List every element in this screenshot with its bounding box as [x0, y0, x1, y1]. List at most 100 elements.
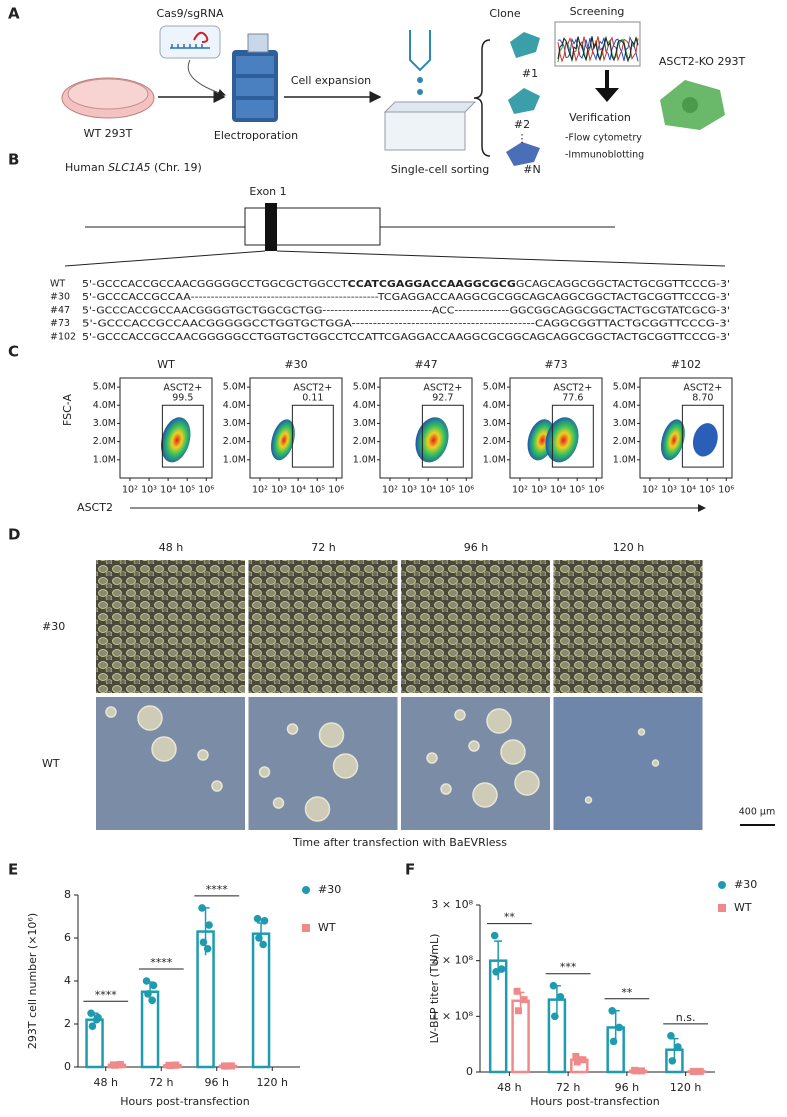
replicate [608, 1006, 616, 1015]
y-tick-label: 1.0M [613, 454, 636, 465]
gate [161, 404, 204, 468]
text: SLC1A5 [108, 161, 150, 174]
replicate [573, 1058, 581, 1066]
cell [286, 723, 299, 735]
y-tick-label: 4.0M [353, 400, 376, 411]
time-label: 120 h [613, 541, 644, 554]
replicate [166, 1061, 174, 1069]
replicate [259, 940, 267, 949]
replicate [668, 1057, 677, 1065]
replicate [497, 965, 506, 973]
axis-label: LV-BFP titer (TU/mL) [428, 934, 441, 1044]
x-tick-label: 10⁵ [569, 485, 585, 496]
label: -Flow cytometry [565, 133, 642, 144]
y-tick-label: 4.0M [93, 400, 116, 411]
replicate [92, 1015, 101, 1024]
plot-frame [639, 377, 733, 479]
gate [681, 404, 724, 468]
x-tick-label: 10⁶ [198, 485, 214, 496]
axis-label: ASCT2 [77, 501, 113, 514]
time-label: 48 h [159, 541, 183, 554]
y-tick-label: 1.0M [353, 454, 376, 465]
replicate [253, 914, 262, 923]
significance: **** [95, 988, 118, 1001]
x-tick-label: 10⁶ [328, 485, 344, 496]
chromatogram [557, 35, 639, 63]
replicate [556, 993, 565, 1001]
sample-title: #30 [284, 358, 307, 371]
replicate [87, 1009, 95, 1018]
replicate [222, 1062, 230, 1070]
panel-label: D [8, 526, 20, 544]
y-tick-label: 3.0M [353, 418, 376, 429]
sequence: 5'-GCCCACCGCCAA-------------------------… [82, 292, 730, 303]
replicate [549, 981, 558, 990]
y-tick-label: 5.0M [353, 382, 376, 393]
seq-part: 5'-GCCCACCGCCAACGGGGGCCTGGTGCTGGA-------… [82, 318, 730, 329]
x-tick-label: 10⁶ [588, 485, 604, 496]
y-tick-label: 2.0M [223, 436, 246, 447]
y-tick-label: 3.0M [613, 418, 636, 429]
axis-label: FSC-A [61, 394, 74, 427]
legend-marker [302, 886, 310, 894]
workflow-art [61, 21, 775, 826]
replicate [111, 1061, 119, 1069]
y-tick-label: 4 [64, 974, 71, 987]
x-tick-label: 10⁴ [680, 485, 696, 496]
gate-label: ASCT2+ [553, 383, 592, 394]
x-tick-label: 10² [122, 485, 138, 496]
y-tick-label: 3.0M [223, 418, 246, 429]
replicate [144, 990, 152, 998]
cell-density [661, 419, 685, 461]
gate-label: ASCT2+ [683, 383, 722, 394]
y-tick-label: 2.0M [613, 436, 636, 447]
replicate [115, 1061, 123, 1069]
row-label: WT [42, 757, 60, 770]
replicate [520, 996, 528, 1004]
replicate [696, 1067, 704, 1075]
replicate [514, 1007, 522, 1015]
x-tick-label: 48 h [497, 1081, 521, 1094]
gate-label: ASCT2+ [423, 383, 462, 394]
legend-label: #30 [318, 883, 341, 896]
y-tick-label: 1.0M [483, 454, 506, 465]
y-tick-label: 0 [466, 1065, 473, 1078]
x-tick-label: 10² [512, 485, 528, 496]
caption: Time after transfection with BaEVRless [292, 836, 507, 849]
plot-frame [119, 377, 213, 479]
replicate [579, 1056, 587, 1064]
cell-density [692, 423, 718, 457]
label: Exon 1 [249, 185, 286, 198]
time-label: 96 h [464, 541, 488, 554]
cell [151, 736, 177, 762]
sequence: 5'-GCCCACCGCCAACGGGGGCCTGGTGCTGGA-------… [82, 318, 730, 329]
axis-label: Hours post-transfection [530, 1095, 660, 1108]
trace [557, 36, 639, 63]
gate-value: 99.5 [172, 393, 193, 404]
x-tick-label: 10³ [141, 485, 157, 496]
micrograph [401, 560, 550, 693]
panel-label: F [405, 861, 415, 879]
label: WT 293T [84, 127, 133, 140]
y-tick-label: 5.0M [483, 382, 506, 393]
label: #2 [514, 118, 530, 131]
gate-label: ASCT2+ [163, 383, 202, 394]
micrograph [96, 560, 245, 693]
micrograph [248, 560, 398, 693]
cell [105, 706, 117, 718]
legend-label: WT [318, 921, 336, 934]
y-tick-label: 0 [64, 1060, 71, 1073]
y-tick-label: 1 × 10⁸ [431, 1009, 473, 1022]
cell [500, 739, 526, 765]
micrograph [553, 560, 703, 693]
y-tick-label: 4.0M [613, 400, 636, 411]
gate [551, 404, 594, 468]
y-tick-label: 2.0M [483, 436, 506, 447]
cell [468, 740, 480, 752]
gate-value: 77.6 [562, 393, 583, 404]
cell-density [545, 417, 579, 463]
y-tick-label: 4.0M [223, 400, 246, 411]
replicate [203, 944, 212, 953]
label: Electroporation [214, 129, 298, 142]
seq-part: CCATCGAGGACCAAGGCGCG [348, 279, 516, 290]
